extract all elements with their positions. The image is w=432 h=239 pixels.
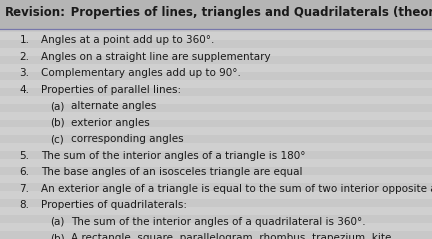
Bar [0,103,432,112]
Bar [0,223,432,231]
Text: 2.: 2. [19,52,29,62]
Bar [0,120,432,127]
Text: An exterior angle of a triangle is equal to the sum of two interior opposite ang: An exterior angle of a triangle is equal… [41,184,432,194]
Text: Angles at a point add up to 360°.: Angles at a point add up to 360°. [41,35,214,45]
Text: 4.: 4. [19,85,29,95]
Bar [0,151,432,159]
Bar [0,24,432,32]
Bar [0,64,432,72]
Text: Properties of lines, triangles and Quadrilaterals (theorems): Properties of lines, triangles and Quadr… [50,6,432,19]
Bar [0,159,432,167]
Text: The sum of the interior angles of a triangle is 180°: The sum of the interior angles of a tria… [41,151,305,161]
Text: The sum of the interior angles of a quadrilateral is 360°.: The sum of the interior angles of a quad… [71,217,366,227]
Bar [0,231,432,239]
Bar [0,8,432,16]
Bar [0,127,432,136]
Bar [0,48,432,56]
Bar [0,183,432,191]
Bar [0,207,432,215]
Text: Complementary angles add up to 90°.: Complementary angles add up to 90°. [41,68,241,78]
Bar [0,191,432,199]
Text: (a): (a) [50,101,64,111]
Bar [0,32,432,40]
Text: 8.: 8. [19,200,29,210]
Text: The base angles of an isosceles triangle are equal: The base angles of an isosceles triangle… [41,167,302,177]
Text: 7.: 7. [19,184,29,194]
Bar [0,112,432,120]
Bar [0,88,432,96]
Bar [0,167,432,175]
Bar [0,199,432,207]
Bar [0,72,432,80]
Text: (a): (a) [50,217,64,227]
Text: 1.: 1. [19,35,29,45]
Bar [0,175,432,183]
Text: A rectangle, square, parallelogram, rhombus, trapezium, kite: A rectangle, square, parallelogram, rhom… [71,233,392,239]
Text: (c): (c) [50,134,64,144]
Text: alternate angles: alternate angles [71,101,157,111]
Bar [0,40,432,48]
Text: 5.: 5. [19,151,29,161]
Bar [0,96,432,103]
Text: Revision:: Revision: [5,6,66,19]
Bar [0,16,432,24]
Bar [0,0,432,8]
Bar [0,136,432,143]
Bar [0,143,432,151]
Text: Properties of quadrilaterals:: Properties of quadrilaterals: [41,200,187,210]
Text: (b): (b) [50,233,64,239]
Text: (b): (b) [50,118,64,128]
Bar [0,215,432,223]
Text: corresponding angles: corresponding angles [71,134,184,144]
Text: exterior angles: exterior angles [71,118,150,128]
Bar [0,56,432,64]
Text: Properties of parallel lines:: Properties of parallel lines: [41,85,181,95]
Text: Angles on a straight line are supplementary: Angles on a straight line are supplement… [41,52,271,62]
Text: 6.: 6. [19,167,29,177]
Bar [0,80,432,88]
Bar [0,0,432,29]
Text: 3.: 3. [19,68,29,78]
